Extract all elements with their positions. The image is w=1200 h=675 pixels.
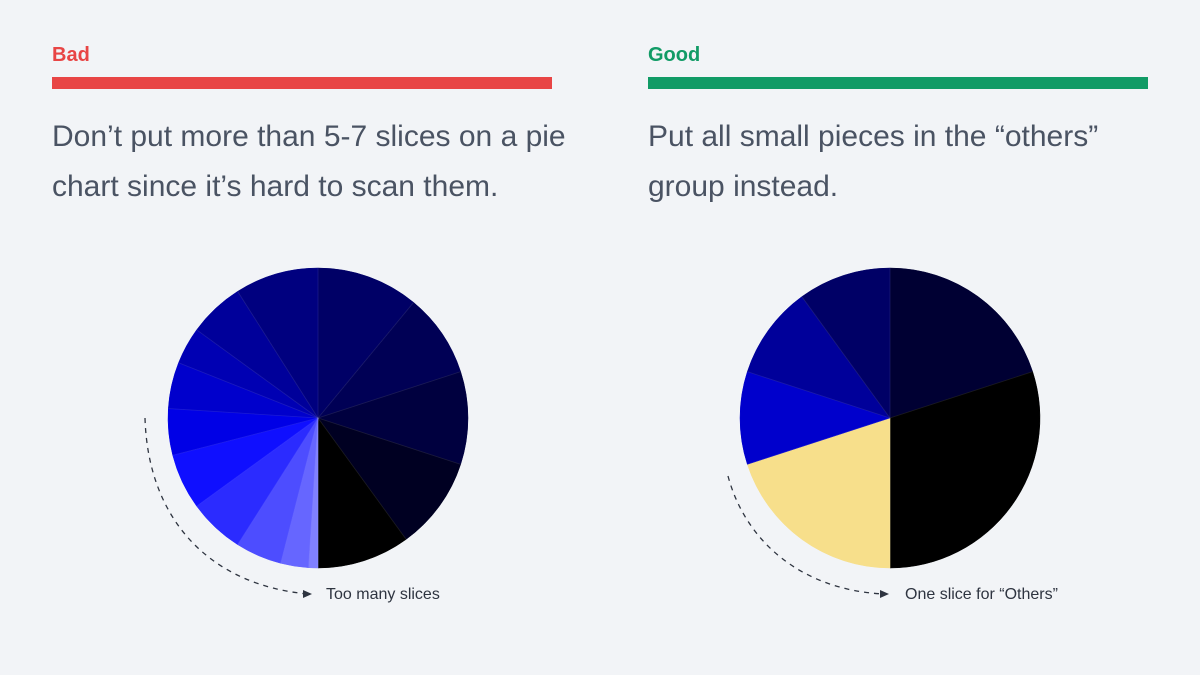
good-label: Good (648, 44, 701, 66)
bad-panel: Bad Don’t put more than 5-7 slices on a … (52, 0, 566, 675)
good-pie-slice-divider (747, 417, 891, 465)
good-panel: Good Put all small pieces in the “others… (648, 0, 1148, 675)
bad-pie-slice-divider (237, 417, 319, 545)
good-pie-slice-divider (801, 296, 891, 419)
bad-pie-slice-divider (317, 371, 461, 419)
bad-pie-slice-3 (317, 371, 469, 465)
bad-pie-slice-divider (172, 417, 319, 456)
bad-pie-slice-4 (317, 417, 461, 540)
good-annotation-arrow (727, 475, 885, 595)
bad-label: Bad (52, 44, 90, 66)
good-pie-slice-6 (801, 267, 891, 419)
good-pie-slice-4 (739, 371, 891, 465)
good-pie-slice-others (747, 417, 891, 569)
good-pie-slice-divider (747, 371, 891, 419)
bad-pie-slice-divider (317, 417, 461, 465)
bad-annotation-text: Too many slices (326, 586, 440, 603)
good-divider-bar (648, 77, 1148, 89)
bad-annotation-arrow (144, 417, 309, 595)
bad-pie-slice-divider (237, 291, 319, 419)
good-pie-chart (739, 267, 1041, 569)
bad-pie-slice-15 (237, 267, 319, 419)
bad-pie-slice-2 (317, 302, 461, 419)
bad-pie-slice-divider (308, 417, 319, 568)
good-pie-slice-divider (889, 371, 1033, 419)
bad-pie-slice-divider (317, 417, 407, 540)
bad-pie-slice-divider (196, 329, 319, 419)
bad-arrowhead-icon (303, 590, 312, 598)
bad-pie-slice-divider (317, 302, 414, 419)
good-pie-slice-1 (889, 267, 1033, 419)
good-arrowhead-icon (880, 590, 889, 598)
bad-pie-slice-divider (178, 362, 319, 419)
bad-pie-slice-divider (196, 417, 319, 507)
bad-pie-slice-divider (280, 417, 319, 564)
good-annotation-text: One slice for “Others” (905, 586, 1058, 603)
good-pie-slice-5 (747, 296, 891, 419)
bad-pie-slice-1 (317, 267, 414, 419)
bad-divider-bar (52, 77, 552, 89)
bad-pie-slice-5 (317, 417, 407, 569)
bad-description: Don’t put more than 5-7 slices on a pie … (52, 120, 566, 203)
bad-pie-slice-divider (168, 408, 319, 419)
good-description: Put all small pieces in the “others” gro… (648, 120, 1099, 203)
bad-pie-chart (167, 267, 469, 569)
good-pie-slice-2 (889, 371, 1041, 569)
